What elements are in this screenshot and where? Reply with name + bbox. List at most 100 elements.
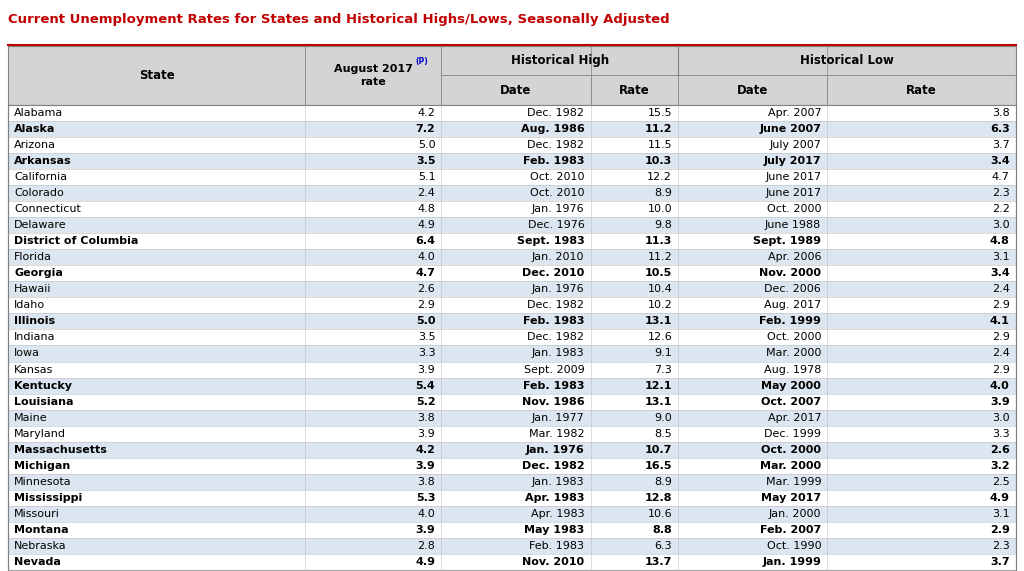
Bar [8,329,1016,345]
Text: 4.9: 4.9 [416,557,435,567]
Text: Florida: Florida [14,252,52,262]
Text: Indiana: Indiana [14,332,56,343]
Text: 2.9: 2.9 [990,525,1010,535]
Text: Dec. 2006: Dec. 2006 [765,284,821,295]
Text: 2.4: 2.4 [418,188,435,198]
Text: 9.1: 9.1 [654,348,672,359]
Text: 2.3: 2.3 [992,541,1010,551]
Text: Mar. 1982: Mar. 1982 [528,429,585,439]
Text: Sept. 1983: Sept. 1983 [517,236,585,246]
Text: State: State [139,69,175,82]
Text: 11.3: 11.3 [645,236,672,246]
Bar [8,217,1016,234]
Text: 4.7: 4.7 [992,172,1010,182]
Text: May 2017: May 2017 [761,493,821,502]
Text: Aug. 1986: Aug. 1986 [520,124,585,134]
Bar [8,490,1016,506]
Bar [8,137,1016,153]
Text: 5.2: 5.2 [416,397,435,407]
Text: Feb. 1983: Feb. 1983 [523,380,585,391]
Text: 3.5: 3.5 [416,156,435,166]
Text: 4.0: 4.0 [418,509,435,519]
Text: Dec. 1982: Dec. 1982 [527,140,585,150]
Bar [8,282,1016,297]
Bar [8,121,1016,137]
Text: Iowa: Iowa [14,348,40,359]
Text: Apr. 2006: Apr. 2006 [768,252,821,262]
Text: Oct. 2010: Oct. 2010 [530,172,585,182]
Text: 11.2: 11.2 [645,124,672,134]
Text: 10.0: 10.0 [647,204,672,214]
Text: Colorado: Colorado [14,188,65,198]
Bar [441,75,591,105]
Text: 3.7: 3.7 [990,557,1010,567]
Text: 3.0: 3.0 [992,220,1010,230]
Text: 10.3: 10.3 [645,156,672,166]
Text: 8.5: 8.5 [654,429,672,439]
Text: Oct. 2000: Oct. 2000 [767,204,821,214]
Bar [8,297,1016,313]
Text: 3.1: 3.1 [992,252,1010,262]
Bar [8,46,1016,105]
Text: 12.2: 12.2 [647,172,672,182]
Bar [8,425,1016,441]
Text: Date: Date [501,84,531,96]
Text: 3.9: 3.9 [416,461,435,471]
Text: 9.8: 9.8 [654,220,672,230]
Bar [8,185,1016,201]
Text: Dec. 1976: Dec. 1976 [527,220,585,230]
Text: Maryland: Maryland [14,429,67,439]
Text: Jan. 1976: Jan. 1976 [531,284,585,295]
Text: Jan. 2010: Jan. 2010 [531,252,585,262]
Bar [8,409,1016,425]
Text: 6.3: 6.3 [654,541,672,551]
Text: 2.4: 2.4 [992,284,1010,295]
Bar [678,46,1016,75]
Bar [8,234,1016,250]
Bar [8,538,1016,554]
Text: 2.2: 2.2 [992,204,1010,214]
Text: 5.4: 5.4 [416,380,435,391]
Text: 2.4: 2.4 [992,348,1010,359]
Text: Sept. 2009: Sept. 2009 [523,364,585,375]
Bar [8,345,1016,361]
Bar [8,522,1016,538]
Bar [8,377,1016,393]
Bar [8,153,1016,169]
Bar [8,105,1016,570]
Text: 2.9: 2.9 [992,300,1010,311]
Text: Dec. 1982: Dec. 1982 [522,461,585,471]
Bar [8,266,1016,282]
Text: 2.9: 2.9 [992,364,1010,375]
Text: Dec. 1982: Dec. 1982 [527,332,585,343]
Text: Jan. 1983: Jan. 1983 [531,348,585,359]
Text: 6.4: 6.4 [416,236,435,246]
Text: 4.0: 4.0 [990,380,1010,391]
Text: Aug. 2017: Aug. 2017 [764,300,821,311]
Bar [827,75,1016,105]
Text: 11.5: 11.5 [647,140,672,150]
Text: Rate: Rate [906,84,937,96]
Text: August 2017: August 2017 [334,63,413,74]
Text: July 2017: July 2017 [764,156,821,166]
Text: 3.3: 3.3 [992,429,1010,439]
Bar [305,46,441,105]
Text: 4.2: 4.2 [418,108,435,118]
Text: Aug. 1978: Aug. 1978 [764,364,821,375]
Text: District of Columbia: District of Columbia [14,236,138,246]
Text: Nebraska: Nebraska [14,541,67,551]
Text: Apr. 1983: Apr. 1983 [525,493,585,502]
Text: 2.8: 2.8 [418,541,435,551]
Text: Oct. 2007: Oct. 2007 [761,397,821,407]
Text: 13.1: 13.1 [645,397,672,407]
Text: 3.1: 3.1 [992,509,1010,519]
Text: 2.6: 2.6 [418,284,435,295]
Text: Massachusetts: Massachusetts [14,445,108,455]
Text: Feb. 1983: Feb. 1983 [523,156,585,166]
Text: 2.6: 2.6 [990,445,1010,455]
Text: Nevada: Nevada [14,557,61,567]
Bar [8,506,1016,522]
Text: June 1988: June 1988 [765,220,821,230]
Text: Alaska: Alaska [14,124,55,134]
Text: 3.8: 3.8 [418,413,435,423]
